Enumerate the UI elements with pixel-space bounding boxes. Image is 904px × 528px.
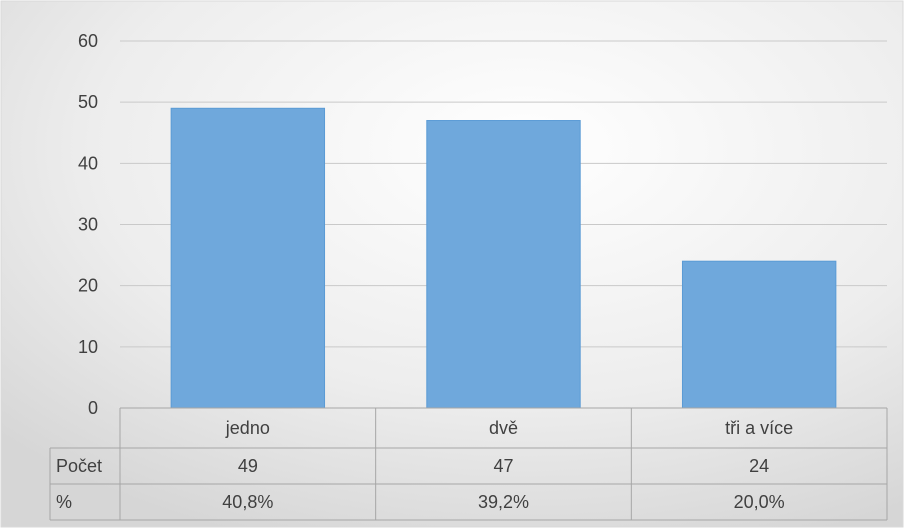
bar-1	[426, 120, 581, 409]
y-axis: 0 10 20 30 40 50 60	[78, 31, 98, 418]
table-row-label: Počet	[56, 456, 102, 476]
bars	[170, 107, 837, 409]
data-table: jedno dvě tři a více Počet 49 47 24% 40,8% 39,2%…	[49, 407, 888, 521]
y-tick-label: 30	[78, 215, 98, 235]
x-tick-label: jedno	[225, 418, 270, 438]
table-cell-value: 20,0%	[734, 492, 785, 512]
bar-0	[170, 107, 326, 409]
y-tick-label: 10	[78, 337, 98, 357]
y-tick-label: 50	[78, 92, 98, 112]
table-cell-value: 47	[493, 456, 513, 476]
y-tick-label: 0	[88, 398, 98, 418]
y-tick-label: 60	[78, 31, 98, 51]
table-cell-value: 39,2%	[478, 492, 529, 512]
y-tick-label: 20	[78, 276, 98, 296]
x-tick-label: dvě	[489, 418, 518, 438]
table-row-label: %	[56, 492, 72, 512]
x-tick-label: tři a více	[725, 418, 793, 438]
bar-2	[681, 260, 837, 409]
table-cell-value: 24	[749, 456, 769, 476]
table-cell-value: 49	[238, 456, 258, 476]
table-cell-value: 40,8%	[222, 492, 273, 512]
y-tick-label: 40	[78, 153, 98, 173]
